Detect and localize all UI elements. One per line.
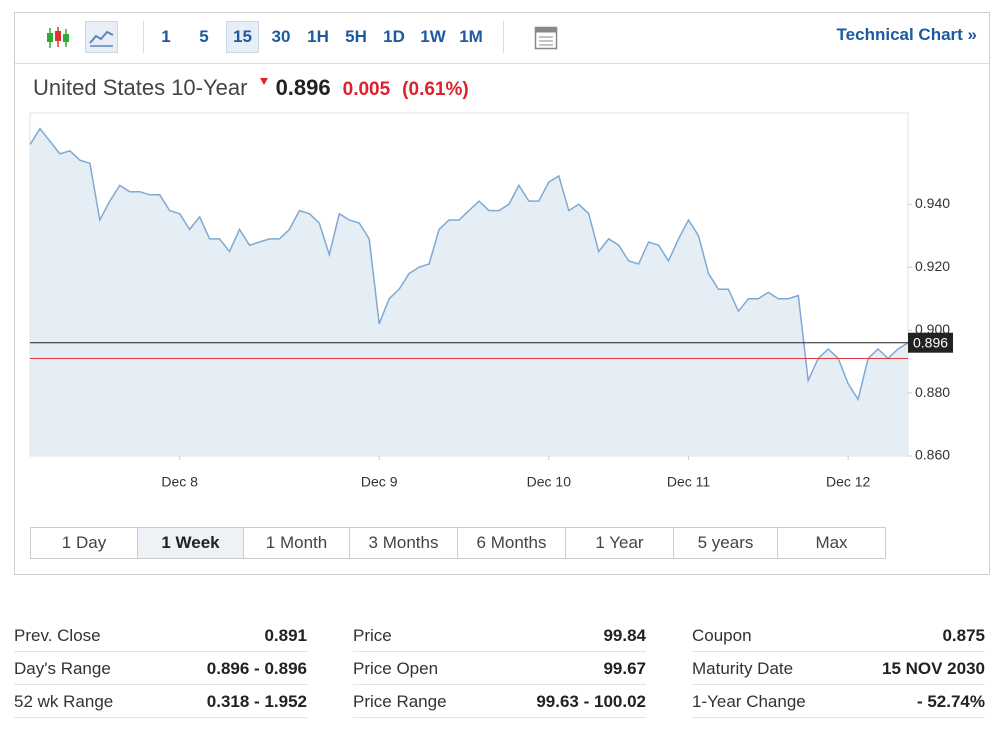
- stats-column: Prev. Close 0.891 Day's Range 0.896 - 0.896…: [14, 620, 307, 719]
- instrument-title: United States 10-Year: [33, 75, 248, 100]
- stat-value: 0.875: [942, 626, 985, 645]
- stat-value: 0.318 - 1.952: [206, 692, 307, 711]
- range-tab[interactable]: 6 Months: [458, 528, 566, 558]
- interval-button[interactable]: 1D: [383, 27, 405, 46]
- range-tab[interactable]: 1 Day: [31, 528, 138, 558]
- last-price-label: 0.896: [913, 334, 948, 350]
- stat-row: Prev. Close 0.891: [14, 620, 307, 652]
- x-tick-label: Dec 12: [826, 474, 871, 490]
- separator: [503, 21, 504, 53]
- range-tabs: 1 Day 1 Week 1 Month 3 Months 6 Months 1 Year…: [30, 527, 886, 559]
- x-tick-label: Dec 11: [667, 474, 711, 490]
- stat-row: 1-Year Change - 52.74%: [692, 686, 985, 718]
- chart-widget: Technical Chart » 1 5 15 30 1H 5H 1D 1W 1M Unite…: [14, 12, 990, 575]
- stat-value: 0.896 - 0.896: [206, 659, 307, 678]
- range-tab[interactable]: 1 Week: [138, 528, 244, 558]
- stat-label: Price Range: [353, 692, 447, 711]
- last-price-badge: [908, 332, 953, 353]
- stat-label: Price: [353, 626, 392, 645]
- candlestick-icon[interactable]: [45, 25, 71, 51]
- stat-row: Price 99.84: [353, 620, 646, 652]
- change-percent: (0.61%): [402, 79, 469, 100]
- stat-label: Day's Range: [14, 659, 111, 678]
- y-tick-label: 0.940: [915, 195, 950, 211]
- stat-value: 0.891: [264, 626, 307, 645]
- line-icon: [89, 30, 114, 47]
- line-chart-button[interactable]: [85, 21, 118, 53]
- interval-button[interactable]: 1M: [459, 27, 483, 46]
- stat-label: 52 wk Range: [14, 692, 114, 711]
- stat-row: Price Open 99.67: [353, 653, 646, 685]
- stat-value: 15 NOV 2030: [881, 659, 985, 678]
- area: [30, 128, 908, 456]
- stat-label: Maturity Date: [692, 659, 794, 678]
- stat-row: Price Range 99.63 - 100.02: [353, 686, 646, 718]
- range-tab[interactable]: Max: [815, 533, 848, 552]
- interval-button[interactable]: 15: [226, 21, 259, 53]
- stat-row: 52 wk Range 0.318 - 1.952: [14, 686, 307, 718]
- interval-button[interactable]: 30: [271, 27, 291, 46]
- last-price: 0.896: [275, 75, 331, 100]
- stat-value: - 52.74%: [916, 692, 985, 711]
- stat-label: Coupon: [692, 626, 752, 645]
- range-tab[interactable]: 5 years: [674, 528, 778, 558]
- y-tick-label: 0.860: [915, 447, 950, 463]
- interval-button[interactable]: 1W: [420, 27, 446, 46]
- interval-button[interactable]: 5: [199, 27, 209, 46]
- instrument-header: United States 10-Year 0.896 0.005 (0.61%): [33, 75, 469, 101]
- range-tab[interactable]: 1 Year: [566, 528, 674, 558]
- stat-label: 1-Year Change: [692, 692, 806, 711]
- stat-row: Day's Range 0.896 - 0.896: [14, 653, 307, 685]
- change: 0.005: [342, 79, 391, 100]
- stats-column: Coupon 0.875 Maturity Date 15 NOV 2030 1-Yea…: [692, 620, 985, 719]
- stat-value: 99.67: [603, 659, 646, 678]
- y-tick-label: 0.880: [915, 384, 950, 400]
- down-arrow: [259, 78, 268, 85]
- range-tab[interactable]: 1 Month: [244, 528, 350, 558]
- separator: [143, 21, 144, 53]
- interval-button[interactable]: 1H: [307, 27, 329, 46]
- stat-value: 99.84: [603, 626, 646, 645]
- stat-row: Maturity Date 15 NOV 2030: [692, 653, 985, 685]
- stat-value: 99.63 - 100.02: [536, 692, 646, 711]
- toolbar: Technical Chart » 1 5 15 30 1H 5H 1D 1W 1M: [15, 13, 989, 64]
- chart: Investing.com0.8600.8800.9000.9200.940De…: [29, 112, 953, 490]
- interval-button[interactable]: 1: [161, 27, 171, 46]
- stats-column: Price 99.84 Price Open 99.67 Price Range 99.6…: [353, 620, 646, 719]
- line: [29, 127, 909, 402]
- x-tick-label: Dec 10: [527, 474, 572, 490]
- settings-icon[interactable]: [534, 26, 558, 50]
- stat-label: Prev. Close: [14, 626, 101, 645]
- stat-row: Coupon 0.875: [692, 620, 985, 652]
- y-tick-label: 0.920: [915, 258, 950, 274]
- range-tab[interactable]: 3 Months: [350, 528, 458, 558]
- x-tick-label: Dec 9: [361, 474, 398, 490]
- x-tick-label: Dec 8: [161, 474, 198, 490]
- stat-label: Price Open: [353, 659, 439, 678]
- technical-chart-link[interactable]: Technical Chart »: [836, 25, 977, 44]
- interval-button[interactable]: 5H: [345, 27, 367, 46]
